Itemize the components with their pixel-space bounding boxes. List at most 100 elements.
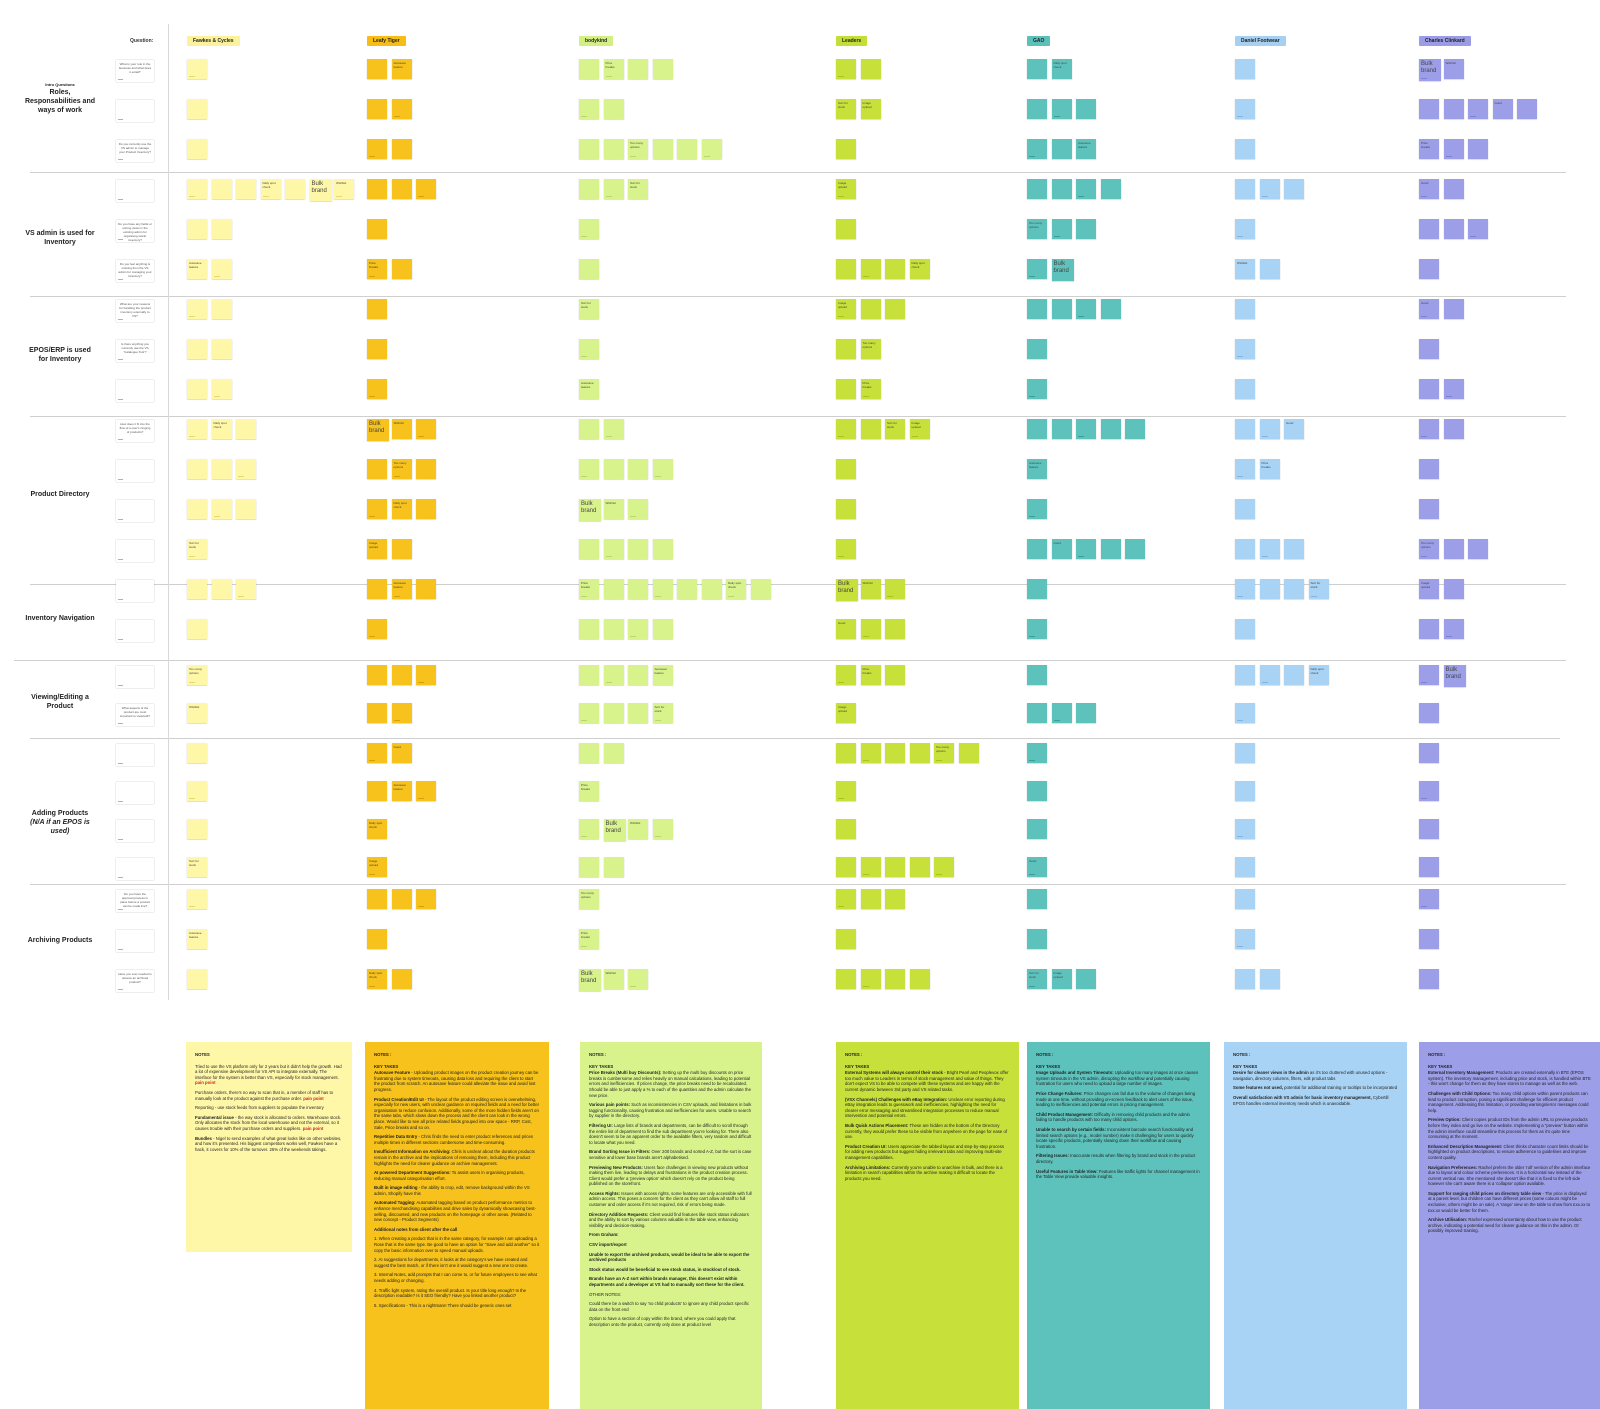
sticky-note[interactable] [1076,539,1096,559]
sticky-note[interactable]: Too many options [579,889,599,909]
sticky-note[interactable]: Autosave feature [1027,459,1047,479]
sticky-note[interactable]: Too many options [860,339,881,359]
sticky-note[interactable] [603,665,624,685]
sticky-note[interactable] [1027,539,1047,559]
question-card[interactable]: What are your reasons for handling the p… [116,300,154,322]
sticky-note[interactable] [1027,59,1047,79]
sticky-note[interactable] [1235,499,1255,519]
sticky-note[interactable] [1027,379,1047,399]
sticky-note[interactable] [416,179,436,199]
sticky-note[interactable] [1443,299,1464,319]
sticky-note[interactable] [367,499,387,519]
sticky-note[interactable] [416,499,436,519]
sticky-note[interactable] [909,857,930,877]
sticky-note[interactable] [236,179,256,199]
sticky-note[interactable]: Good [1051,539,1072,559]
sticky-note[interactable] [211,339,232,359]
sticky-note[interactable] [579,819,599,839]
question-card[interactable] [116,540,154,562]
sticky-note[interactable]: Sort for stock [628,179,648,199]
sticky-note[interactable] [1235,99,1255,119]
sticky-note[interactable] [1051,219,1072,239]
sticky-note[interactable]: Price breaks [579,579,599,599]
sticky-note[interactable] [1419,219,1439,239]
question-card[interactable]: Do you have the approval process in plac… [116,890,154,912]
sticky-note[interactable]: Sort for stock [187,539,207,559]
sticky-note[interactable] [1259,969,1280,989]
sticky-note[interactable] [1076,179,1096,199]
sticky-note[interactable] [628,619,648,639]
sticky-note[interactable] [1235,889,1255,909]
sticky-note[interactable]: Good [1284,419,1304,439]
sticky-note[interactable] [1443,219,1464,239]
question-card[interactable]: How does it fit into the flow of a user'… [116,420,154,442]
sticky-note[interactable] [1468,139,1488,159]
sticky-note[interactable] [1235,379,1255,399]
sticky-note[interactable]: Good [1419,299,1439,319]
sticky-note[interactable] [1235,139,1255,159]
sticky-note[interactable] [836,743,856,763]
sticky-note[interactable] [187,459,207,479]
sticky-note[interactable] [367,459,387,479]
question-card[interactable] [116,500,154,522]
sticky-note[interactable] [1235,339,1255,359]
sticky-note[interactable] [367,781,387,801]
sticky-note[interactable]: Sort for stock [1308,579,1329,599]
sticky-note[interactable] [836,889,856,909]
sticky-note[interactable]: Price breaks [367,259,387,279]
sticky-note[interactable] [579,259,599,279]
sticky-note[interactable] [836,459,856,479]
sticky-note[interactable]: Autosave feature [391,781,412,801]
sticky-note[interactable]: Autosave feature [391,579,412,599]
sticky-note[interactable]: Autosave feature [187,259,207,279]
question-card[interactable] [116,744,154,766]
sticky-note[interactable] [1419,99,1439,119]
sticky-note[interactable] [1419,743,1439,763]
sticky-note[interactable] [367,379,387,399]
sticky-note[interactable] [1235,459,1255,479]
sticky-note[interactable] [1419,819,1439,839]
sticky-note[interactable] [1027,139,1047,159]
sticky-note[interactable] [1419,781,1439,801]
sticky-note[interactable] [1284,179,1304,199]
sticky-note[interactable] [628,969,648,989]
sticky-note[interactable] [579,619,599,639]
sticky-note[interactable] [603,459,624,479]
sticky-note[interactable] [652,59,673,79]
sticky-note[interactable] [1517,99,1537,119]
sticky-note[interactable]: Too many options [391,459,412,479]
sticky-note[interactable] [836,419,856,439]
sticky-note[interactable]: Good [836,619,856,639]
sticky-note[interactable] [1027,619,1047,639]
sticky-note[interactable]: Too many options [1027,219,1047,239]
sticky-note[interactable] [1100,299,1121,319]
sticky-note[interactable] [603,857,624,877]
sticky-note[interactable] [579,139,599,159]
sticky-note[interactable]: Daily spot check [1308,665,1329,685]
sticky-note[interactable] [1235,743,1255,763]
sticky-note[interactable]: Bulk brand [603,819,626,841]
sticky-note[interactable]: Bulk brand [579,969,601,991]
sticky-note[interactable] [934,857,954,877]
sticky-note[interactable] [579,703,599,723]
sticky-note[interactable] [1027,99,1047,119]
sticky-note[interactable] [367,219,387,239]
sticky-note[interactable]: Image upload [836,703,856,723]
sticky-note[interactable] [1125,539,1145,559]
sticky-note[interactable] [860,419,881,439]
sticky-note[interactable]: Wishlist [603,969,624,989]
sticky-note[interactable] [958,743,979,763]
sticky-note[interactable]: Sort for stock [885,419,905,439]
sticky-note[interactable] [1443,139,1464,159]
sticky-note[interactable] [885,665,905,685]
sticky-note[interactable] [1259,419,1280,439]
sticky-note[interactable] [1235,619,1255,639]
sticky-note[interactable] [187,781,207,801]
sticky-note[interactable] [701,139,722,159]
sticky-note[interactable] [603,703,624,723]
sticky-note[interactable]: Wishlist [603,499,624,519]
sticky-note[interactable] [1100,539,1121,559]
sticky-note[interactable] [285,179,305,199]
sticky-note[interactable]: Image upload [367,857,387,877]
sticky-note[interactable]: Too many options [1419,539,1439,559]
